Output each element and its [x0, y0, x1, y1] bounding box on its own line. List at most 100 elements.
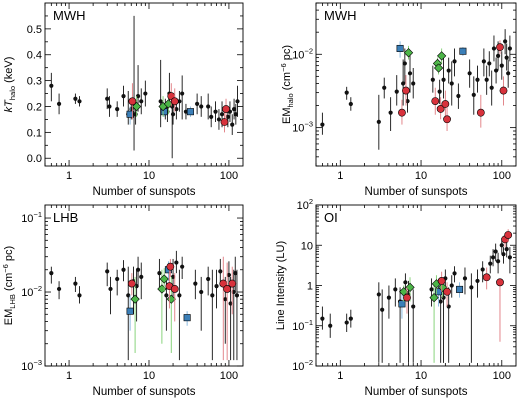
- data-point: [174, 260, 179, 265]
- data-point: [209, 114, 214, 119]
- data-point: [107, 104, 112, 109]
- y-tick-label: 1: [307, 281, 313, 293]
- data-point: [158, 99, 163, 104]
- y-axis-label: Line Intensity (LU): [275, 241, 287, 330]
- x-tick-label: 100: [493, 170, 511, 182]
- data-point: [320, 316, 325, 321]
- data-point: [480, 267, 485, 272]
- data-point: [456, 93, 461, 99]
- data-point: [449, 81, 454, 86]
- data-point: [491, 46, 497, 51]
- data-point: [489, 85, 494, 90]
- data-point: [398, 108, 406, 117]
- data-point: [233, 112, 238, 117]
- data-point: [499, 243, 504, 248]
- data-point: [452, 271, 457, 276]
- data-point: [206, 276, 211, 282]
- data-point: [121, 267, 126, 272]
- y-tick-label: 10−2: [21, 284, 42, 299]
- y-tick-label: 10−3: [21, 358, 42, 373]
- data-point: [493, 68, 499, 73]
- data-point: [225, 114, 230, 119]
- data-point: [166, 294, 176, 304]
- data-point: [228, 279, 237, 288]
- data-point: [380, 307, 385, 312]
- data-point: [496, 278, 504, 287]
- data-point: [219, 112, 225, 117]
- data-point: [403, 280, 408, 285]
- data-point: [220, 118, 229, 126]
- data-point: [482, 273, 491, 282]
- data-point: [443, 287, 451, 296]
- data-point: [481, 59, 486, 64]
- y-tick-label: 10−2: [292, 358, 313, 373]
- y-axis-label: EMLHB (cm−6 pc): [1, 246, 17, 325]
- data-point: [495, 53, 501, 59]
- data-point: [443, 115, 451, 124]
- data-point: [177, 293, 182, 298]
- x-tick-label: 100: [220, 170, 238, 182]
- data-point: [449, 283, 454, 288]
- x-tick-label: 1: [337, 370, 343, 382]
- data-point: [218, 269, 223, 274]
- data-point: [164, 293, 169, 298]
- data-point: [170, 274, 176, 280]
- data-point: [126, 110, 134, 118]
- data-point: [143, 91, 148, 96]
- data-point: [348, 101, 353, 107]
- data-point: [108, 286, 113, 292]
- data-point: [411, 81, 416, 86]
- x-tick-label: 10: [415, 170, 427, 182]
- data-point: [133, 112, 138, 117]
- plot-frame: [315, 2, 517, 167]
- data-point: [456, 285, 464, 293]
- data-point: [77, 293, 82, 298]
- data-point: [401, 81, 406, 86]
- data-point: [186, 108, 194, 116]
- data-point: [344, 320, 349, 325]
- y-axis-label: kThalo (keV): [3, 57, 17, 113]
- panel-lhb-3: 1 10 100 10−3 10−2 10−1 LHB Number of sunspots E…: [1, 204, 244, 398]
- data-point: [403, 48, 414, 58]
- data-point: [376, 292, 381, 297]
- data-point: [431, 97, 440, 106]
- data-point: [459, 47, 467, 55]
- data-point: [446, 68, 451, 73]
- panel-label: LHB: [53, 210, 78, 225]
- panel-mwh-2: 1 10 100 10−3 10−2 MWH Number of sunspots EMhal…: [279, 2, 517, 198]
- data-point: [393, 287, 398, 292]
- data-point: [504, 231, 513, 239]
- x-axis-label: Number of sunspots: [365, 186, 468, 198]
- data-point: [462, 276, 468, 281]
- y-tick-label: 10−2: [292, 46, 313, 61]
- data-point: [159, 274, 169, 284]
- data-point: [56, 286, 62, 292]
- data-point: [210, 293, 215, 298]
- data-point: [170, 97, 179, 106]
- data-point: [73, 281, 78, 286]
- data-point: [127, 279, 136, 288]
- data-point: [452, 59, 457, 64]
- data-point: [126, 293, 131, 298]
- data-point: [105, 269, 110, 274]
- data-point: [396, 44, 404, 52]
- data-point: [436, 105, 445, 113]
- data-point: [228, 301, 233, 306]
- data-point: [488, 261, 493, 266]
- data-point: [328, 323, 333, 328]
- data-point: [437, 277, 446, 285]
- data-point: [475, 77, 480, 82]
- data-point: [216, 117, 222, 122]
- data-point: [320, 122, 325, 127]
- data-point: [223, 297, 228, 302]
- data-point: [394, 89, 399, 94]
- data-series: [49, 250, 240, 361]
- data-point: [348, 316, 353, 321]
- plot-frame: [44, 204, 244, 367]
- data-point: [407, 71, 413, 76]
- data-point: [402, 86, 410, 95]
- data-point: [471, 92, 476, 97]
- data-point: [386, 295, 392, 300]
- x-tick-label: 10: [143, 170, 155, 182]
